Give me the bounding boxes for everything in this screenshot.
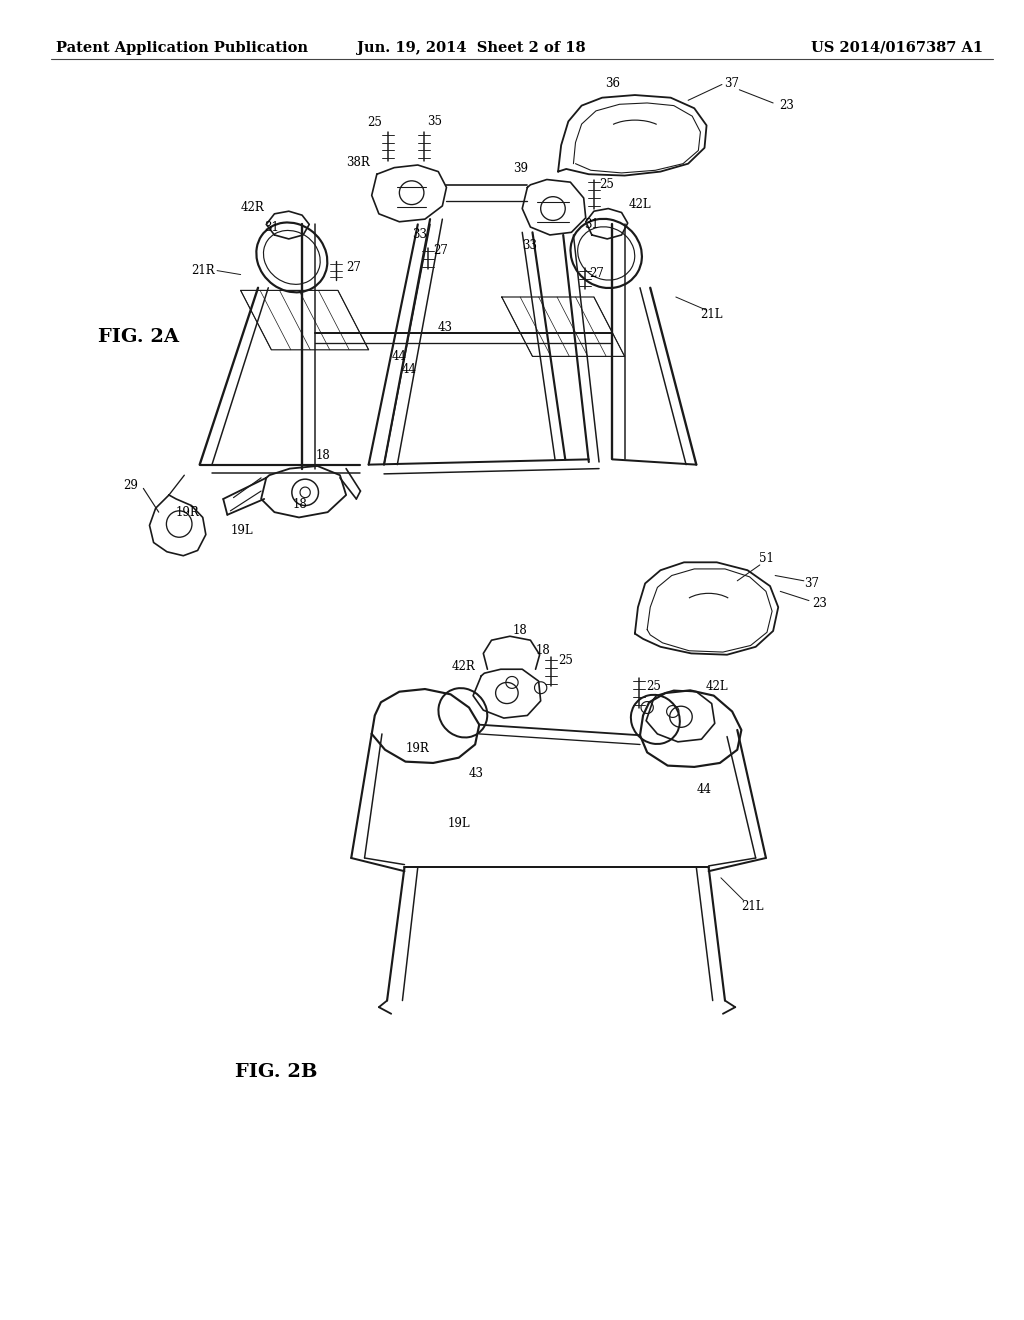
- Text: 19L: 19L: [447, 817, 470, 830]
- Text: 29: 29: [123, 479, 138, 492]
- Text: 18: 18: [293, 498, 307, 511]
- Text: 19R: 19R: [406, 742, 430, 755]
- Text: 36: 36: [605, 77, 620, 90]
- Text: 33: 33: [522, 239, 537, 252]
- Text: 38R: 38R: [346, 156, 371, 169]
- Text: 21R: 21R: [191, 264, 215, 277]
- Text: 18: 18: [536, 644, 550, 657]
- Text: 23: 23: [812, 597, 826, 610]
- Text: Patent Application Publication: Patent Application Publication: [56, 41, 308, 54]
- Text: 44: 44: [402, 363, 417, 376]
- Text: 42R: 42R: [241, 201, 265, 214]
- Text: 39: 39: [513, 162, 527, 176]
- Text: 25: 25: [368, 116, 382, 129]
- Text: 18: 18: [513, 624, 527, 638]
- Text: Jun. 19, 2014  Sheet 2 of 18: Jun. 19, 2014 Sheet 2 of 18: [356, 41, 586, 54]
- Text: 31: 31: [585, 218, 599, 231]
- Text: 25: 25: [646, 680, 660, 693]
- Text: 43: 43: [438, 321, 453, 334]
- Text: 25: 25: [558, 653, 572, 667]
- Text: 37: 37: [724, 77, 738, 90]
- Text: 37: 37: [805, 577, 819, 590]
- Text: 42L: 42L: [706, 680, 728, 693]
- Text: 25: 25: [599, 178, 613, 191]
- Text: 35: 35: [427, 115, 441, 128]
- Text: 23: 23: [779, 99, 794, 112]
- Text: 27: 27: [433, 244, 447, 257]
- Text: FIG. 2A: FIG. 2A: [97, 327, 179, 346]
- Text: 44: 44: [697, 783, 712, 796]
- Text: 42R: 42R: [452, 660, 476, 673]
- Text: 21L: 21L: [741, 900, 764, 913]
- Text: 18: 18: [315, 449, 330, 462]
- Text: 44: 44: [392, 350, 407, 363]
- Text: US 2014/0167387 A1: US 2014/0167387 A1: [811, 41, 983, 54]
- Text: 51: 51: [759, 552, 773, 565]
- Text: 19R: 19R: [176, 506, 200, 519]
- Text: 43: 43: [469, 767, 483, 780]
- Text: FIG. 2B: FIG. 2B: [236, 1063, 317, 1081]
- Text: 27: 27: [590, 267, 604, 280]
- Text: 21L: 21L: [700, 308, 723, 321]
- Text: 19L: 19L: [230, 524, 253, 537]
- Text: 33: 33: [413, 228, 427, 242]
- Text: 27: 27: [346, 261, 360, 275]
- Text: 31: 31: [264, 220, 279, 234]
- Text: 42L: 42L: [629, 198, 651, 211]
